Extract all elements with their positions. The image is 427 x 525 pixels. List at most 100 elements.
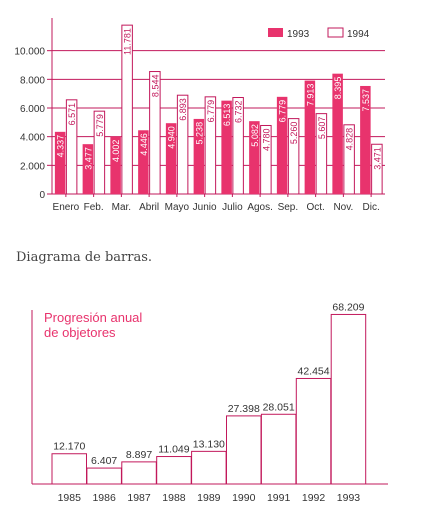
bar-value-label: 6.407: [91, 455, 117, 467]
bar: [121, 461, 157, 485]
bar-1993: [332, 73, 343, 194]
bar: [295, 377, 332, 485]
bar-1993: [138, 130, 149, 194]
bar-value-label-1994: 8.544: [150, 75, 160, 98]
bar-value-label-1994: 5.260: [289, 122, 299, 145]
bar-value-label: 13.130: [193, 438, 225, 450]
bar-1994: [204, 96, 217, 195]
legend-swatch-1994: [327, 27, 344, 38]
x-tick-label: 1989: [197, 492, 221, 504]
bar-value-label: 28.051: [263, 401, 295, 413]
chart-title-line: Progresión anual: [44, 310, 142, 325]
bar-1993: [193, 118, 205, 194]
bar-value-label: 8.897: [126, 449, 152, 461]
bar-value-label-1994: 11.781: [123, 28, 133, 55]
bar-1993: [249, 121, 260, 194]
x-tick-label: Oct.: [306, 202, 324, 213]
bar-1993: [110, 136, 121, 194]
y-tick-label: 10.000: [14, 47, 45, 58]
bar-value-label-1993: 7.913: [305, 84, 315, 107]
bar-1994: [371, 143, 383, 195]
y-tick-label: 2.000: [20, 161, 45, 172]
x-tick-label: Agos.: [247, 202, 273, 213]
bar: [51, 453, 87, 485]
bar-value-label-1993: 5.238: [194, 122, 204, 145]
bar-value-label: 11.049: [158, 444, 189, 456]
x-tick-label: 1991: [267, 492, 291, 504]
bar-value-label-1994: 5.779: [95, 114, 105, 137]
bar-value-label-1994: 6.732: [234, 101, 244, 124]
chart-caption: Diagrama de barras.: [16, 250, 153, 265]
bar: [260, 413, 297, 485]
bar-1994: [121, 24, 133, 195]
x-tick-label: Julio: [222, 202, 243, 213]
x-tick-label: 1986: [92, 492, 116, 504]
y-tick-label: 4.000: [20, 133, 45, 144]
y-tick-label: 0: [39, 190, 45, 201]
x-tick-label: Feb.: [84, 202, 104, 213]
legend-label-1994: 1994: [347, 29, 370, 40]
bar-value-label-1993: 6.513: [222, 104, 232, 127]
x-tick-label: 1993: [337, 492, 361, 504]
bar-value-label-1993: 4.446: [139, 133, 149, 156]
bar-value-label: 27.398: [228, 403, 260, 415]
x-tick-label: Mar.: [112, 202, 131, 213]
y-tick-label: 8.000: [20, 75, 45, 86]
x-tick-label: 1992: [302, 492, 326, 504]
x-tick-label: 1985: [58, 492, 82, 504]
bar: [156, 456, 192, 485]
chart-title-line: de objetores: [44, 325, 116, 340]
bar-value-label-1994: 4.780: [261, 128, 271, 151]
legend-label-1993: 1993: [287, 29, 310, 40]
x-tick-label: Sep.: [278, 202, 299, 213]
y-tick-label: 6.000: [20, 104, 45, 115]
bar-1994: [343, 124, 355, 195]
bar-value-label-1994: 6.779: [206, 100, 216, 123]
bar: [226, 415, 262, 485]
bar: [86, 467, 122, 485]
bar-1994: [149, 71, 161, 195]
bar-value-label-1994: 6.571: [67, 103, 77, 126]
bar-1993: [82, 144, 94, 194]
bar-value-label-1993: 8.395: [333, 77, 343, 100]
bar-1994: [260, 124, 272, 195]
x-tick-label: 1987: [127, 492, 151, 504]
bar-value-label-1993: 4.337: [56, 135, 66, 158]
bar-value-label-1993: 6.779: [278, 100, 288, 123]
bar-1994: [176, 94, 189, 195]
bar-1994: [65, 99, 78, 195]
bar-value-label-1994: 4.828: [345, 128, 355, 151]
bar-value-label: 42.454: [297, 365, 329, 377]
x-tick-label: Junio: [193, 202, 217, 213]
bar: [191, 450, 227, 485]
bar-value-label-1993: 4.940: [167, 126, 177, 149]
bar-1993: [221, 100, 232, 194]
bar-1993: [276, 96, 288, 194]
bar: [330, 313, 367, 485]
bar-value-label-1993: 3.477: [83, 147, 93, 170]
bar-1993: [304, 80, 316, 194]
bar-value-label-1993: 4.002: [111, 140, 121, 163]
bar-1993: [54, 131, 66, 194]
bar-value-label-1994: 3.471: [372, 147, 382, 170]
bar-1994: [93, 110, 106, 195]
bar-1994: [315, 113, 328, 195]
bar-value-label-1994: 6.893: [178, 98, 188, 121]
x-tick-label: 1988: [162, 492, 186, 504]
x-tick-label: Mayo: [165, 202, 190, 213]
x-tick-label: Enero: [53, 202, 80, 213]
x-tick-label: Abril: [139, 202, 159, 213]
bar-value-label: 68.209: [332, 301, 364, 313]
bar-1993: [360, 85, 371, 194]
bar-1993: [165, 123, 177, 194]
x-tick-label: Dic.: [363, 202, 380, 213]
bar-value-label-1993: 5.082: [250, 124, 260, 147]
bar-1994: [232, 97, 244, 195]
bar-value-label-1994: 5.607: [317, 117, 327, 140]
x-tick-label: 1990: [232, 492, 256, 504]
bar-value-label: 12.170: [53, 441, 85, 453]
x-tick-label: Nov.: [333, 202, 353, 213]
legend-swatch-1993: [268, 28, 283, 37]
